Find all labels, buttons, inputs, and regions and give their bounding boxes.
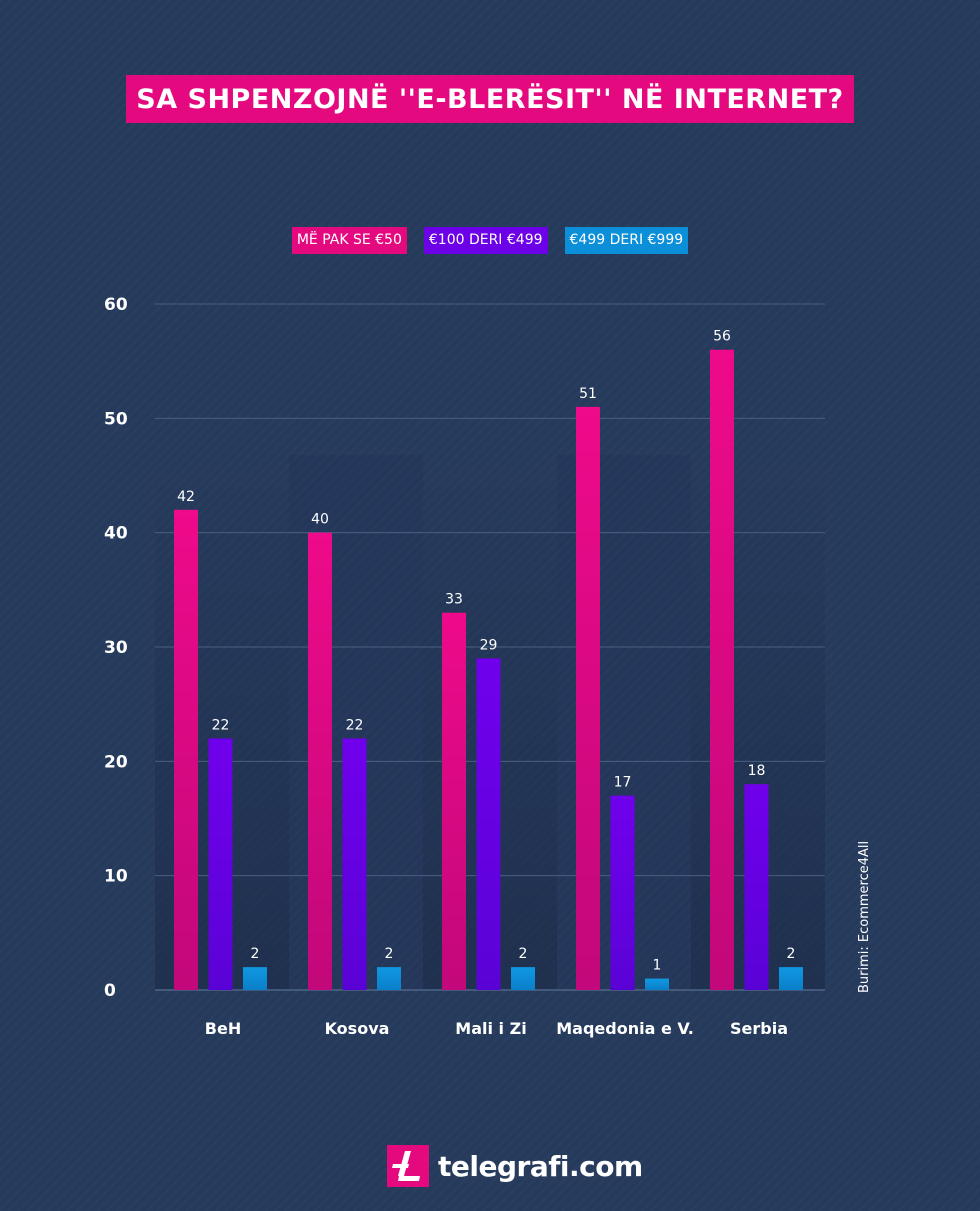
x-tick-label: BeH	[205, 1019, 241, 1038]
bar-2	[342, 738, 367, 990]
bar-2	[610, 795, 635, 990]
y-tick-label: 0	[104, 981, 116, 1001]
bar-2	[744, 784, 769, 990]
data-label: 17	[614, 775, 632, 791]
bar-2	[208, 738, 233, 990]
data-label: 33	[445, 592, 463, 608]
data-label: 29	[480, 637, 498, 653]
x-tick-label: Kosova	[325, 1019, 390, 1038]
data-label: 22	[346, 717, 364, 733]
bar-3	[511, 967, 535, 990]
y-tick-label: 20	[104, 752, 128, 772]
data-label: 18	[748, 763, 766, 779]
bar-3	[779, 967, 803, 990]
data-label: 40	[311, 512, 329, 528]
bar-3	[377, 967, 401, 990]
x-tick-label: Mali i Zi	[455, 1019, 526, 1038]
x-tick-label: Serbia	[730, 1019, 788, 1038]
data-label: 56	[713, 329, 731, 345]
title-wrap: SA SHPENZOJNË ''E-BLERËSIT'' NË INTERNET…	[0, 75, 980, 123]
data-label: 22	[212, 717, 230, 733]
data-label: 2	[519, 946, 528, 962]
data-label: 51	[579, 386, 597, 402]
brand-name: telegrafi.com	[438, 1149, 643, 1183]
telegrafi-logo-icon	[387, 1145, 429, 1187]
y-tick-label: 40	[104, 524, 128, 544]
source-note: Burimi: Ecommerce4All	[857, 840, 872, 993]
data-label: 2	[251, 946, 260, 962]
data-label: 2	[385, 946, 394, 962]
bar-3	[645, 978, 669, 990]
y-tick-label: 60	[104, 295, 128, 315]
y-tick-label: 50	[104, 409, 128, 429]
bar-1	[174, 509, 198, 990]
legend: MË PAK SE €50 €100 DERI €499 €499 DERI €…	[0, 227, 980, 254]
data-label: 42	[177, 489, 195, 505]
legend-item-series-3: €499 DERI €999	[564, 227, 689, 254]
brand-logo: telegrafi.com	[387, 1145, 643, 1187]
data-label: 1	[653, 958, 662, 974]
legend-item-series-1: MË PAK SE €50	[291, 227, 407, 254]
data-label: 2	[787, 946, 796, 962]
bar-1	[308, 532, 332, 990]
x-tick-label: Maqedonia e V.	[556, 1019, 694, 1038]
legend-item-series-2: €100 DERI €499	[423, 227, 548, 254]
bar-1	[710, 349, 734, 990]
y-tick-label: 10	[104, 867, 128, 887]
bar-1	[576, 406, 600, 990]
bar-1	[442, 612, 466, 990]
bar-3	[243, 967, 267, 990]
bar-2	[476, 658, 501, 990]
y-tick-label: 30	[104, 638, 128, 658]
chart-title: SA SHPENZOJNË ''E-BLERËSIT'' NË INTERNET…	[126, 75, 854, 123]
